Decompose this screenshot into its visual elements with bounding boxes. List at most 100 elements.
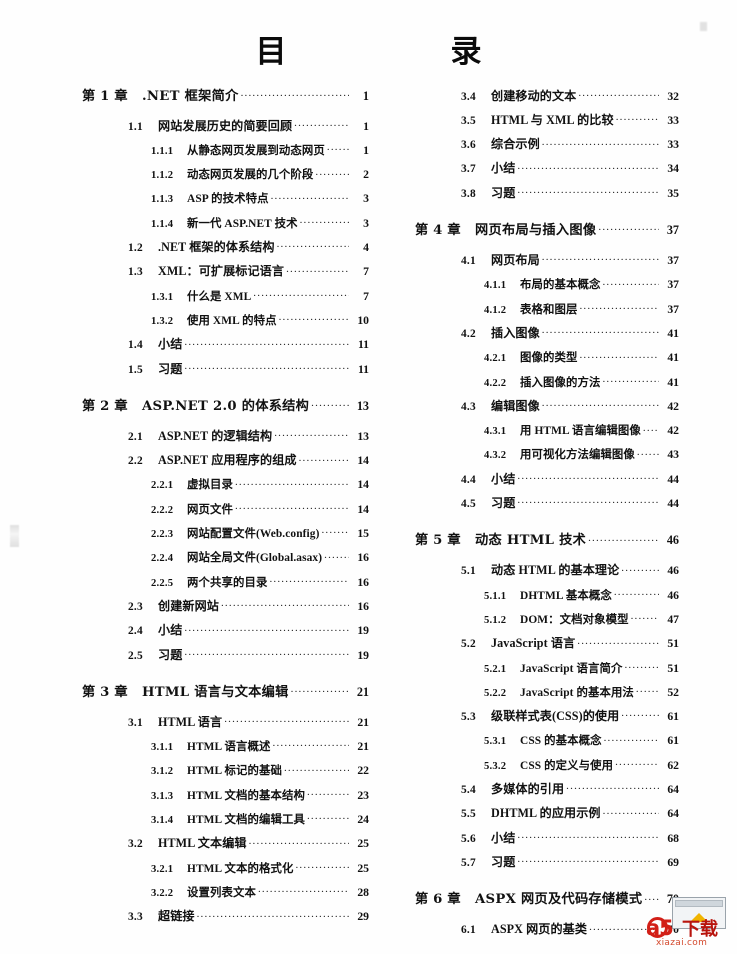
dot-leader — [258, 884, 349, 896]
toc-entry-level1[interactable]: 1.5 习题 11 — [82, 361, 369, 385]
dot-leader — [614, 587, 659, 599]
toc-entry-level2[interactable]: 3.1.4 HTML 文档的编辑工具 24 — [82, 811, 369, 835]
toc-entry-title: JavaScript 语言 — [491, 636, 576, 651]
toc-entry-level1[interactable]: 3.3 超链接 29 — [82, 909, 369, 933]
toc-entry-level1[interactable]: 5.5 DHTML 的应用示例 64 — [415, 806, 679, 830]
toc-entry-level1[interactable]: 3.4 创建移动的文本 32 — [415, 88, 679, 112]
toc-entry-level2[interactable]: 3.2.1 HTML 文本的格式化 25 — [82, 860, 369, 884]
toc-entry-level2[interactable]: 4.3.1 用 HTML 语言编辑图像 42 — [415, 423, 679, 447]
toc-entry-level2[interactable]: 5.2.2 JavaScript 的基本用法 52 — [415, 684, 679, 708]
toc-entry-level2[interactable]: 4.2.1 图像的类型 41 — [415, 350, 679, 374]
toc-entry-level2[interactable]: 2.2.2 网页文件 14 — [82, 501, 369, 525]
toc-entry-level2[interactable]: 2.2.4 网站全局文件(Global.asax) 16 — [82, 550, 369, 574]
dot-leader — [542, 398, 659, 410]
toc-entry-level1[interactable]: 3.2 HTML 文本编辑 25 — [82, 836, 369, 860]
toc-entry-page-number: 14 — [357, 478, 369, 492]
toc-entry-number: 3.6 — [461, 139, 476, 152]
toc-entry-number: 2.2.2 — [151, 504, 174, 516]
page-title: 目 录 — [255, 34, 516, 70]
toc-entry-page-number: 34 — [667, 162, 679, 176]
toc-entry-title: 习题 — [491, 854, 516, 869]
toc-entry-level2[interactable]: 4.1.1 布局的基本概念 37 — [415, 277, 679, 301]
toc-entry-number: 1.5 — [128, 363, 143, 376]
toc-entry-level1[interactable]: 3.8 习题 35 — [415, 185, 679, 209]
toc-entry-level2[interactable]: 1.1.3 ASP 的技术特点 3 — [82, 191, 369, 215]
toc-entry-page-number: 13 — [357, 429, 369, 443]
toc-entry-level2[interactable]: 4.3.2 用可视化方法编辑图像 43 — [415, 447, 679, 471]
toc-entry-level2[interactable]: 4.2.2 插入图像的方法 41 — [415, 374, 679, 398]
toc-entry-chapter[interactable]: 第 5 章动态 HTML 技术 46 — [415, 520, 679, 559]
toc-entry-title: 创建移动的文本 — [491, 88, 577, 103]
toc-entry-chapter[interactable]: 第 3 章 HTML 语言与文本编辑 21 — [82, 671, 369, 710]
toc-entry-level1[interactable]: 4.3 编辑图像 42 — [415, 398, 679, 422]
toc-entry-title: 网页布局与插入图像 — [475, 223, 597, 239]
toc-entry-level1[interactable]: 3.1 HTML 语言 21 — [82, 710, 369, 738]
toc-entry-level2[interactable]: 1.3.1 什么是 XML 7 — [82, 288, 369, 312]
toc-entry-level1[interactable]: 2.3 创建新网站 16 — [82, 598, 369, 622]
toc-entry-level2[interactable]: 3.1.1 HTML 语言概述 21 — [82, 739, 369, 763]
toc-entry-level1[interactable]: 1.3 XML：可扩展标记语言 7 — [82, 264, 369, 288]
toc-entry-number: 5.1.1 — [484, 590, 507, 602]
toc-entry-level2[interactable]: 3.1.3 HTML 文档的基本结构 23 — [82, 787, 369, 811]
toc-entry-number: 第 3 章 — [82, 684, 128, 700]
toc-entry-level1[interactable]: 4.2 插入图像 41 — [415, 325, 679, 349]
toc-entry-page-number: 16 — [357, 551, 369, 565]
toc-entry-level2[interactable]: 5.1.2 DOM：文档对象模型 47 — [415, 611, 679, 635]
toc-entry-number: 2.3 — [128, 600, 143, 613]
toc-entry-number: 3.1.4 — [151, 815, 174, 827]
toc-entry-level2[interactable]: 5.1.1 DHTML 基本概念 46 — [415, 587, 679, 611]
toc-entry-level2[interactable]: 3.1.2 HTML 标记的基础 22 — [82, 763, 369, 787]
toc-entry-level1[interactable]: 2.2 ASP.NET 应用程序的组成 14 — [82, 453, 369, 477]
toc-entry-chapter[interactable]: 第 2 章 ASP.NET 2.0 的体系结构 13 — [82, 385, 369, 424]
toc-entry-title: ASPX 网页及代码存储模式 — [475, 892, 643, 908]
dot-leader — [300, 215, 349, 227]
scroll-up-widget[interactable] — [672, 897, 726, 929]
toc-entry-page-number: 13 — [356, 398, 369, 413]
toc-entry-level2[interactable]: 2.2.5 两个共享的目录 16 — [82, 574, 369, 598]
toc-entry-level1[interactable]: 3.7 小结 34 — [415, 161, 679, 185]
toc-entry-level2[interactable]: 5.3.1 CSS 的基本概念 61 — [415, 733, 679, 757]
toc-entry-title: 什么是 XML — [187, 290, 252, 303]
toc-entry-page-number: 14 — [357, 454, 369, 468]
toc-entry-level2[interactable]: 1.1.2 动态网页发展的几个阶段 2 — [82, 167, 369, 191]
toc-entry-level1[interactable]: 1.1 网站发展历史的简要回顾 1 — [82, 114, 369, 142]
toc-entry-level1[interactable]: 5.4 多媒体的引用 64 — [415, 781, 679, 805]
dot-leader — [517, 830, 659, 842]
toc-entry-level1[interactable]: 2.4 小结 19 — [82, 623, 369, 647]
toc-entry-level2[interactable]: 4.1.2 表格和图层 37 — [415, 301, 679, 325]
toc-entry-level1[interactable]: 4.1 网页布局 37 — [415, 248, 679, 276]
toc-entry-level1[interactable]: 1.2 .NET 框架的体系结构 4 — [82, 239, 369, 263]
toc-entry-level1[interactable]: 1.4 小结 11 — [82, 337, 369, 361]
toc-entry-title: HTML 与 XML 的比较 — [491, 112, 614, 127]
toc-entry-level1[interactable]: 2.5 习题 19 — [82, 647, 369, 671]
toc-entry-level2[interactable]: 5.2.1 JavaScript 语言简介 51 — [415, 660, 679, 684]
toc-entry-level1[interactable]: 4.4 小结 44 — [415, 471, 679, 495]
toc-entry-title: 编辑图像 — [491, 398, 540, 413]
toc-entry-level1[interactable]: 6.1 ASPX 网页的基类 70 — [415, 918, 679, 946]
toc-entry-level1[interactable]: 5.1 动态 HTML 的基本理论 46 — [415, 559, 679, 587]
toc-entry-level1[interactable]: 4.5 习题 44 — [415, 495, 679, 519]
toc-entry-level1[interactable]: 3.6 综合示例 33 — [415, 137, 679, 161]
toc-entry-level1[interactable]: 5.6 小结 68 — [415, 830, 679, 854]
toc-entry-level2[interactable]: 1.1.1 从静态网页发展到动态网页 1 — [82, 142, 369, 166]
dot-leader — [307, 811, 349, 823]
toc-entry-title: 设置列表文本 — [187, 886, 256, 899]
toc-entry-level2[interactable]: 2.2.3 网站配置文件(Web.config) 15 — [82, 525, 369, 549]
toc-entry-title: 动态 HTML 技术 — [475, 533, 587, 549]
toc-entry-page-number: 1 — [363, 143, 369, 157]
toc-entry-level2[interactable]: 5.3.2 CSS 的定义与使用 62 — [415, 757, 679, 781]
toc-entry-chapter[interactable]: 第 1 章 .NET 框架简介 1 — [82, 88, 369, 114]
toc-entry-level1[interactable]: 5.3 级联样式表(CSS)的使用 61 — [415, 709, 679, 733]
toc-entry-title: JavaScript 语言简介 — [520, 662, 623, 675]
toc-entry-level2[interactable]: 2.2.1 虚拟目录 14 — [82, 477, 369, 501]
toc-entry-level2[interactable]: 1.3.2 使用 XML 的特点 10 — [82, 312, 369, 336]
toc-entry-level1[interactable]: 5.2 JavaScript 语言 51 — [415, 636, 679, 660]
toc-entry-level1[interactable]: 5.7 习题 69 — [415, 854, 679, 878]
toc-entry-number: 5.4 — [461, 784, 476, 797]
toc-entry-level2[interactable]: 3.2.2 设置列表文本 28 — [82, 884, 369, 908]
toc-entry-level1[interactable]: 3.5 HTML 与 XML 的比较 33 — [415, 112, 679, 136]
toc-entry-level1[interactable]: 2.1 ASP.NET 的逻辑结构 13 — [82, 424, 369, 452]
toc-entry-level2[interactable]: 1.1.4 新一代 ASP.NET 技术 3 — [82, 215, 369, 239]
